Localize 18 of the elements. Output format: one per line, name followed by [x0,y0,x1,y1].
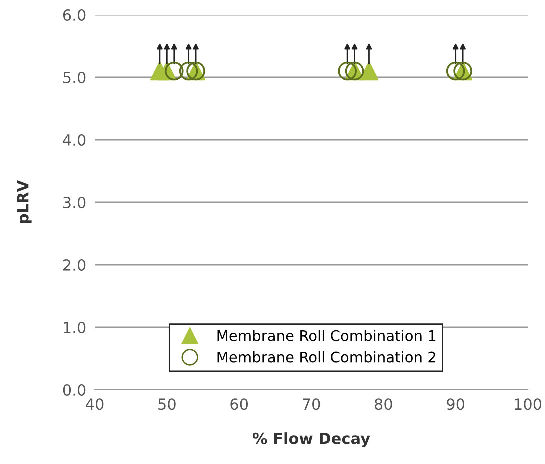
x-tick-label: 60 [230,398,248,410]
y-tick-label: 4.0 [63,134,86,146]
y-axis-title: pLRV [18,180,32,224]
y-tick-label: 1.0 [64,322,86,334]
y-tick-label: 3.0 [64,196,86,209]
y-tick-label: 5.0 [64,72,86,84]
y-tick-label: 6.0 [63,9,86,22]
x-tick-label: 80 [374,398,392,410]
y-tick-label: 0.0 [63,384,86,396]
x-tick-label: 50 [158,398,176,410]
legend-label: Membrane Roll Combination 1 [218,330,436,342]
x-tick-label: 90 [447,398,465,410]
y-tick-label: 2.0 [63,259,86,272]
x-tick-label: 100 [515,398,542,410]
x-tick-label: 40 [86,398,104,410]
x-tick-label: 70 [303,398,320,410]
x-axis-title: % Flow Decay [252,432,370,448]
legend-label: Membrane Roll Combination 2 [218,352,436,363]
